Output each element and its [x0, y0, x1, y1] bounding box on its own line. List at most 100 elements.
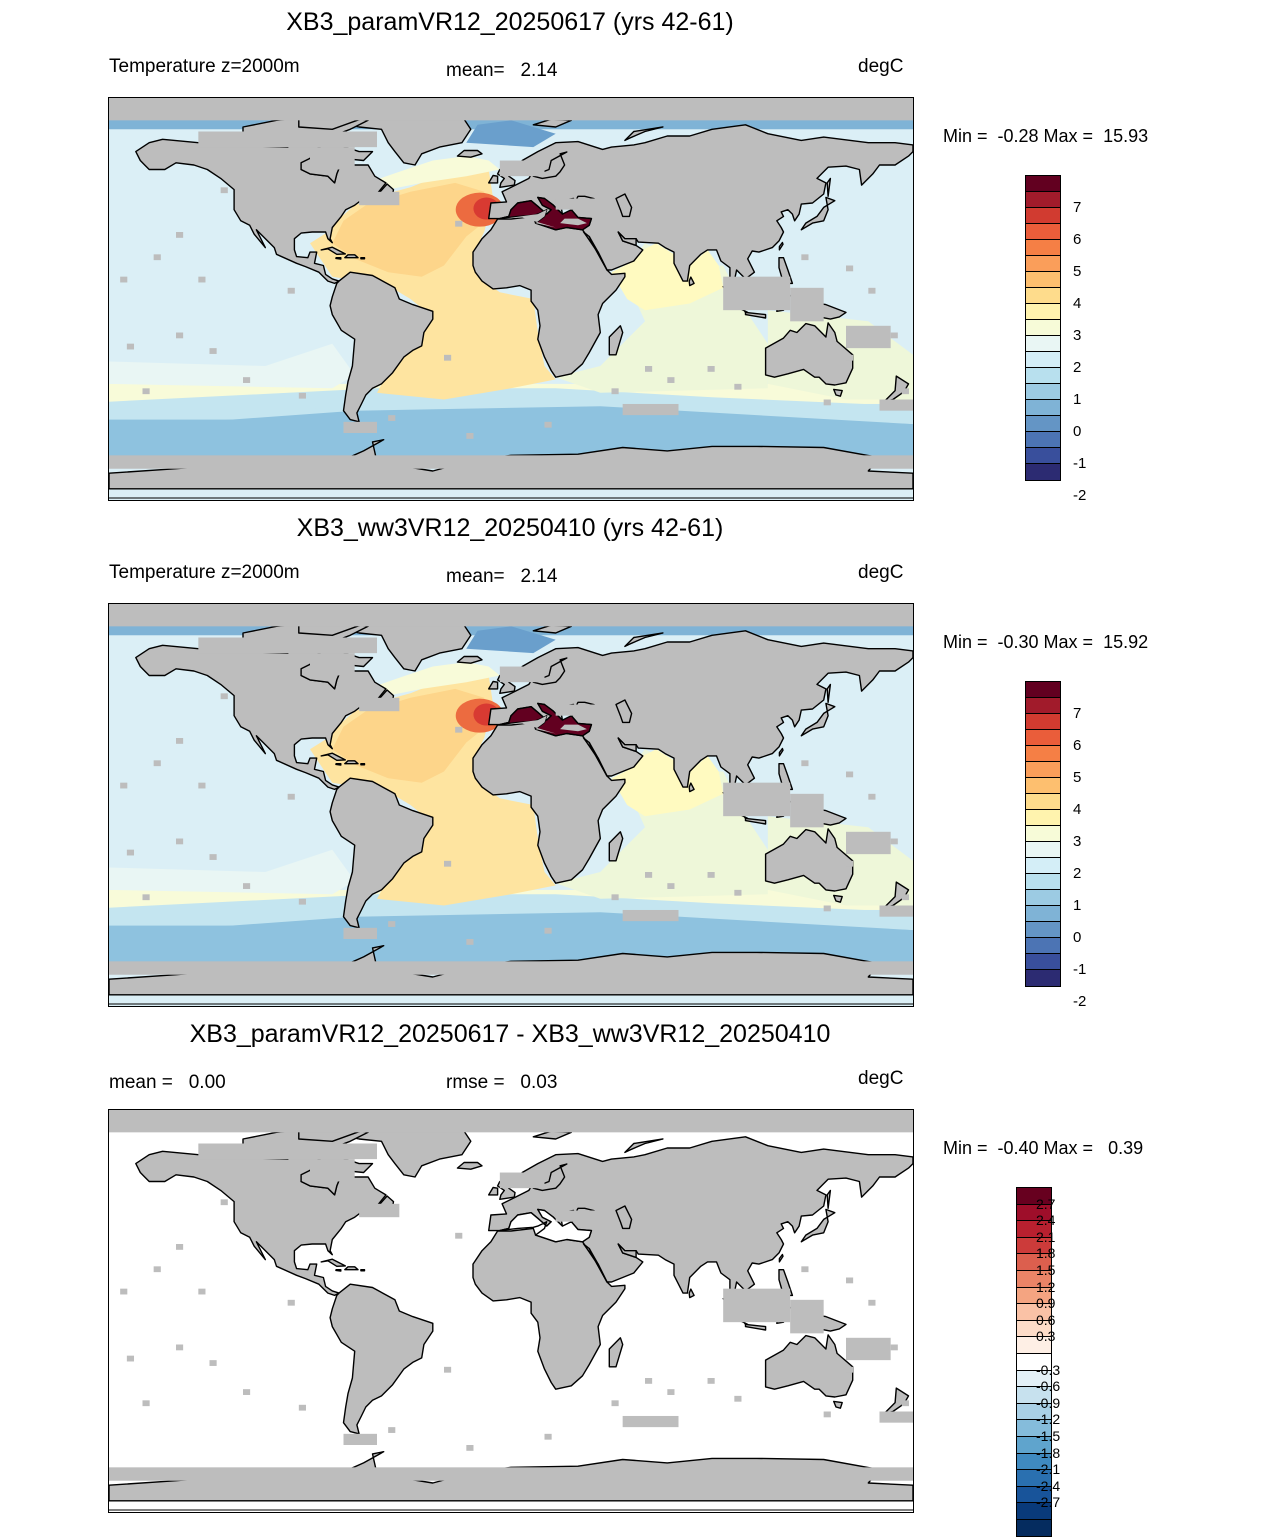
masked-cells: [499, 160, 545, 177]
masked-cell: [611, 894, 619, 901]
colorbar-tick-label: 0: [1073, 423, 1082, 440]
map-plot: [108, 603, 914, 1007]
land-hispaniola: [344, 254, 359, 259]
colorbar-swatch: [1026, 240, 1060, 256]
land-japan: [800, 1208, 836, 1243]
colorbar-swatch: [1017, 1486, 1051, 1504]
land-ireland: [488, 174, 499, 184]
colorbar-tick-label: 3: [1073, 327, 1082, 344]
land-jamaica: [335, 257, 342, 260]
masked-cell: [209, 348, 217, 354]
colorbar-swatch: [1017, 1470, 1051, 1487]
masked-cell: [611, 1400, 619, 1407]
colorbar-tick-label: -2: [1073, 993, 1087, 1010]
colorbar-swatch: [1026, 890, 1060, 906]
land-taiwan: [778, 747, 784, 757]
colorbar-swatch: [1026, 970, 1060, 986]
colorbar-tick-label: 6: [1073, 737, 1082, 754]
colorbar-swatch: [1026, 176, 1060, 192]
masked-cell: [126, 849, 135, 856]
masked-cell: [667, 377, 675, 383]
land-caribbean_pr: [360, 763, 366, 766]
colorbar-tick-label: 2.1: [1036, 1228, 1056, 1245]
colorbar-tick-label: 5: [1073, 263, 1082, 280]
colorbar-swatch: [1026, 762, 1060, 778]
colorbar-tick-label: 5: [1073, 769, 1082, 786]
land-sakhalin: [826, 683, 832, 703]
masked-cell: [645, 872, 653, 878]
masked-cell: [287, 287, 295, 294]
colorbar-swatch: [1017, 1420, 1051, 1437]
masked-cell: [120, 276, 128, 283]
land-japan: [800, 702, 836, 737]
masked-cell: [142, 1400, 150, 1407]
colorbar-box: [1025, 681, 1061, 987]
masked-cell: [198, 782, 206, 789]
masked-cell: [220, 1199, 228, 1206]
masked-cell: [868, 793, 876, 800]
masked-cells: [198, 637, 377, 654]
pacific-field: [109, 343, 355, 389]
colorbar-tick-label: -0.6: [1036, 1378, 1061, 1395]
units-label: degC: [858, 56, 904, 77]
masked-cell: [868, 287, 876, 294]
colorbar-swatch: [1026, 304, 1060, 320]
masked-cell: [176, 232, 184, 238]
mediterranean-masked: [504, 715, 556, 734]
masked-cell: [120, 1288, 128, 1295]
land-madagascar: [608, 1337, 624, 1368]
masked-cell: [707, 1378, 715, 1384]
colorbar-swatch: [1026, 778, 1060, 794]
red-sea: [582, 1243, 608, 1283]
masked-cell: [220, 693, 228, 700]
land-caribbean_pr: [360, 1269, 366, 1272]
colorbar-swatch: [1026, 192, 1060, 208]
colorbar-tick-label: 1: [1073, 897, 1082, 914]
pacific-field: [109, 849, 355, 895]
masked-cell: [846, 860, 854, 867]
masked-cell: [846, 265, 854, 272]
caspian-sea: [615, 1205, 633, 1230]
masked-cells: [359, 697, 400, 712]
masked-cell: [444, 354, 452, 361]
land-southAmerica: [329, 777, 434, 929]
red-sea: [582, 737, 608, 777]
land-ireland: [488, 1186, 499, 1196]
colorbar-swatch: [1026, 224, 1060, 240]
masked-cell: [466, 939, 474, 945]
panel-title: XB3_ww3VR12_20250410 (yrs 42-61): [296, 514, 724, 542]
masked-cells: [723, 276, 791, 311]
colorbar-swatch: [1017, 1221, 1051, 1238]
colorbar-tick-label: 0.9: [1036, 1295, 1056, 1312]
land-sriLanka: [688, 1288, 695, 1299]
colorbar-swatch: [1026, 288, 1060, 304]
labrador-field: [354, 156, 500, 192]
masked-cells: [109, 604, 913, 627]
colorbar-swatch: [1026, 810, 1060, 826]
land-cuba: [320, 752, 346, 761]
masked-cell: [153, 760, 161, 767]
masked-cells: [499, 1172, 545, 1189]
colorbar-swatch: [1017, 1237, 1051, 1255]
land-ireland: [488, 680, 499, 690]
land-madagascar: [608, 831, 624, 862]
masked-cell: [176, 1344, 184, 1351]
masked-cell: [801, 760, 809, 767]
land-hispaniola: [344, 1266, 359, 1271]
land-madagascar: [608, 325, 624, 356]
colorbar-swatch: [1026, 938, 1060, 954]
colorbar-swatch: [1026, 794, 1060, 810]
masked-cell: [243, 1389, 251, 1395]
masked-cell: [645, 366, 653, 372]
masked-cells: [879, 905, 913, 917]
colorbar-swatch: [1017, 1270, 1051, 1288]
masked-cell: [667, 883, 675, 889]
colorbar-swatch: [1026, 464, 1060, 480]
caspian-sea: [615, 699, 633, 724]
masked-cells: [846, 1337, 891, 1361]
baltic-sea: [532, 151, 568, 180]
masked-cell: [734, 1395, 742, 1402]
southern-ocean-band: [109, 912, 913, 962]
masked-cell: [779, 872, 787, 878]
masked-cell: [901, 388, 909, 395]
